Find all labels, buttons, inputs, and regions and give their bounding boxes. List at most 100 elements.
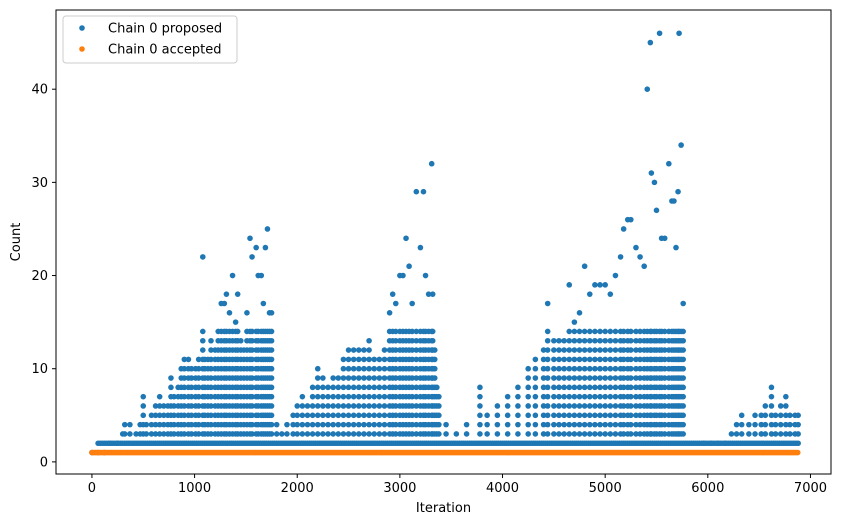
point-proposed	[335, 421, 342, 428]
point-proposed	[592, 412, 598, 419]
point-proposed	[392, 384, 399, 391]
point-proposed	[309, 421, 316, 428]
point-proposed	[571, 328, 578, 335]
point-proposed	[576, 384, 583, 391]
point-proposed	[428, 160, 435, 167]
point-proposed	[532, 393, 539, 400]
point-proposed	[258, 272, 265, 279]
point-proposed	[561, 431, 567, 437]
point-proposed	[171, 393, 177, 400]
point-proposed	[403, 235, 409, 242]
point-proposed	[661, 431, 668, 437]
legend-marker-proposed	[79, 25, 85, 31]
point-proposed	[356, 421, 362, 428]
point-proposed	[628, 347, 634, 353]
point-proposed	[676, 30, 682, 37]
point-proposed	[181, 393, 188, 400]
point-proposed	[314, 412, 321, 419]
point-proposed	[576, 337, 583, 344]
point-proposed	[768, 412, 775, 419]
point-proposed	[544, 375, 551, 381]
point-proposed	[268, 393, 275, 400]
point-proposed	[340, 431, 347, 437]
point-proposed	[504, 403, 511, 409]
point-proposed	[551, 337, 557, 344]
point-proposed	[633, 356, 639, 363]
point-proposed	[356, 384, 362, 391]
point-proposed	[431, 365, 438, 372]
point-proposed	[148, 421, 155, 428]
point-proposed	[597, 365, 603, 372]
point-proposed	[566, 403, 573, 409]
point-proposed	[181, 384, 188, 391]
point-proposed	[409, 337, 415, 344]
point-proposed	[350, 403, 357, 409]
point-proposed	[299, 412, 306, 419]
point-proposed	[620, 328, 627, 335]
point-proposed	[309, 393, 316, 400]
point-proposed	[738, 412, 745, 419]
point-proposed	[335, 431, 342, 437]
point-proposed	[181, 431, 188, 437]
point-proposed	[544, 365, 551, 372]
point-proposed	[268, 356, 275, 363]
point-proposed	[641, 263, 647, 270]
point-proposed	[556, 412, 562, 419]
point-proposed	[680, 347, 686, 353]
point-proposed	[525, 403, 531, 409]
point-proposed	[592, 328, 598, 335]
point-proposed	[156, 431, 163, 437]
point-proposed	[556, 375, 562, 381]
point-proposed	[540, 421, 547, 428]
point-proposed	[532, 384, 539, 391]
point-proposed	[783, 403, 789, 409]
point-proposed	[268, 403, 275, 409]
point-proposed	[140, 393, 147, 400]
point-proposed	[309, 412, 316, 419]
point-proposed	[168, 384, 174, 391]
point-proposed	[386, 310, 393, 316]
point-proposed	[143, 421, 150, 428]
point-proposed	[581, 384, 588, 391]
point-proposed	[777, 412, 784, 419]
point-proposed	[795, 421, 801, 428]
point-proposed	[762, 403, 769, 409]
point-proposed	[612, 384, 619, 391]
point-proposed	[787, 421, 793, 428]
point-proposed	[656, 30, 663, 37]
point-proposed	[314, 431, 321, 437]
point-proposed	[436, 412, 442, 419]
point-proposed	[540, 365, 547, 372]
point-proposed	[612, 337, 619, 344]
legend-box	[62, 15, 238, 64]
point-proposed	[648, 170, 655, 176]
point-proposed	[208, 365, 214, 372]
point-proposed	[290, 421, 296, 428]
point-proposed	[260, 300, 267, 307]
point-proposed	[566, 393, 573, 400]
point-proposed	[381, 393, 388, 400]
point-proposed	[429, 328, 436, 335]
point-proposed	[544, 412, 551, 419]
point-proposed	[309, 403, 316, 409]
point-proposed	[581, 393, 588, 400]
point-proposed	[581, 356, 588, 363]
point-proposed	[195, 403, 202, 409]
point-proposed	[477, 421, 483, 428]
point-proposed	[556, 393, 562, 400]
point-proposed	[586, 421, 593, 428]
point-proposed	[330, 403, 336, 409]
point-proposed	[586, 347, 593, 353]
point-proposed	[392, 431, 399, 437]
point-proposed	[633, 328, 639, 335]
point-proposed	[772, 421, 779, 428]
point-proposed	[581, 263, 588, 270]
point-proposed	[637, 384, 643, 391]
point-proposed	[356, 393, 362, 400]
point-proposed	[409, 403, 415, 409]
point-proposed	[294, 431, 301, 437]
point-proposed	[381, 365, 388, 372]
point-proposed	[637, 412, 643, 419]
point-proposed	[366, 393, 372, 400]
point-proposed	[612, 365, 619, 372]
